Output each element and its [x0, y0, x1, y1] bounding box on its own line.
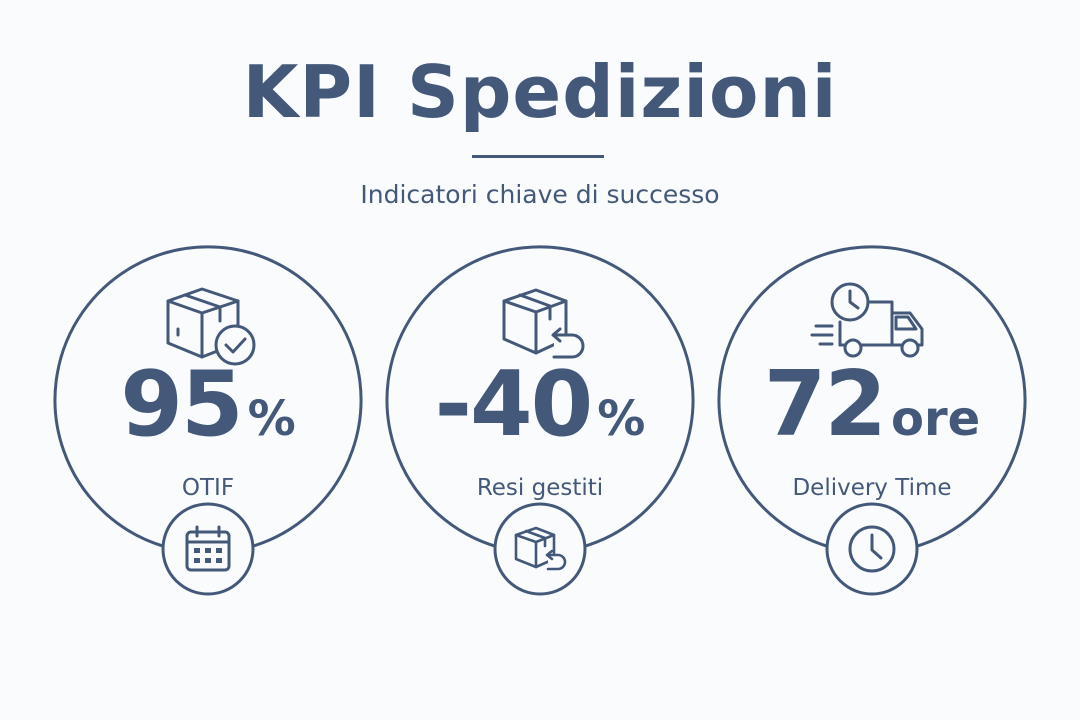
clock-icon	[826, 503, 918, 595]
kpi-value-row: 95%	[53, 355, 363, 469]
kpi-card-otif: 95% OTIF	[53, 243, 363, 623]
page-subtitle: Indicatori chiave di successo	[360, 180, 720, 209]
title-underline	[472, 155, 604, 158]
kpi-unit: ore	[891, 391, 981, 447]
kpi-value: -40	[434, 352, 594, 457]
kpi-value-row: -40%	[385, 355, 695, 469]
kpi-value-row: 72 ore	[717, 355, 1027, 469]
kpi-card-returns: -40% Resi gestiti	[385, 243, 695, 623]
kpi-label: Delivery Time	[792, 475, 952, 501]
kpi-unit: %	[597, 391, 646, 447]
kpi-unit: %	[247, 391, 296, 447]
box-return-icon	[494, 503, 586, 595]
calendar-icon	[162, 503, 254, 595]
page-title: KPI Spedizioni	[242, 50, 838, 134]
delivery-truck-clock-icon	[717, 279, 1027, 367]
kpi-value: 72	[763, 352, 887, 457]
kpi-label: OTIF	[181, 475, 235, 501]
kpi-value: 95	[120, 352, 243, 457]
kpi-ring	[385, 245, 695, 596]
kpi-card-delivery: 72 ore Delivery Time	[717, 243, 1027, 623]
box-return-icon	[385, 283, 695, 368]
kpi-label: Resi gestiti	[476, 475, 604, 501]
box-check-icon	[53, 281, 363, 371]
